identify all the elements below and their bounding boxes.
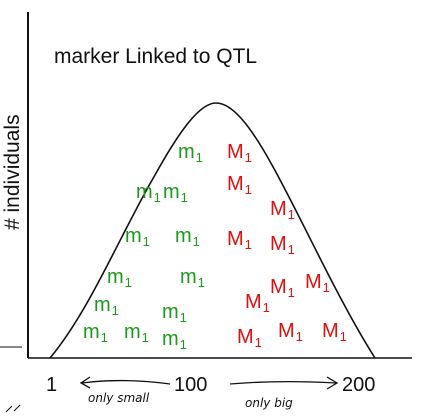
small-allele-subscript: 1 (143, 234, 150, 249)
big-allele-label: M1 (227, 141, 252, 165)
small-allele-base: m (180, 266, 197, 288)
big-allele-base: M (270, 276, 287, 298)
big-allele-subscript: 1 (288, 242, 295, 257)
small-allele-label: m1 (136, 181, 161, 205)
big-allele-subscript: 1 (288, 207, 295, 222)
distribution-curve (49, 102, 376, 359)
x-tick-200: 200 (342, 374, 375, 396)
small-allele-label: m1 (180, 266, 205, 290)
small-allele-subscript: 1 (180, 337, 187, 352)
small-allele-subscript: 1 (180, 310, 187, 325)
big-allele-label: M1 (227, 173, 252, 197)
small-allele-subscript: 1 (101, 330, 108, 345)
small-allele-subscript: 1 (142, 330, 149, 345)
big-allele-subscript: 1 (296, 329, 303, 344)
small-allele-base: m (94, 294, 111, 316)
small-allele-label: m1 (163, 181, 188, 205)
small-allele-subscript: 1 (112, 303, 119, 318)
small-allele-base: m (162, 301, 179, 323)
big-allele-label: M1 (322, 320, 347, 344)
big-allele-label: M1 (278, 320, 303, 344)
big-allele-label: M1 (227, 228, 252, 252)
small-allele-label: m1 (107, 266, 132, 290)
annotation-only-big: only big (245, 396, 293, 410)
right-arrow (229, 376, 339, 390)
small-allele-base: m (125, 225, 142, 247)
big-allele-label: M1 (237, 326, 262, 350)
big-allele-subscript: 1 (255, 335, 262, 350)
small-allele-subscript: 1 (181, 190, 188, 205)
big-allele-base: M (227, 141, 244, 163)
small-allele-base: m (107, 266, 124, 288)
big-allele-subscript: 1 (245, 237, 252, 252)
big-allele-base: M (227, 173, 244, 195)
big-allele-subscript: 1 (323, 280, 330, 295)
big-allele-base: M (270, 198, 287, 220)
small-allele-label: m1 (178, 141, 203, 165)
big-allele-base: M (270, 233, 287, 255)
big-allele-label: M1 (245, 291, 270, 315)
big-allele-base: M (227, 228, 244, 250)
small-allele-subscript: 1 (198, 275, 205, 290)
big-allele-label: M1 (305, 271, 330, 295)
small-allele-label: m1 (83, 321, 108, 345)
small-allele-base: m (175, 225, 192, 247)
big-allele-subscript: 1 (263, 300, 270, 315)
diagram-title: marker Linked to QTL (54, 45, 257, 68)
annotation-only-small: only small (88, 391, 150, 405)
small-allele-subscript: 1 (193, 234, 200, 249)
big-allele-base: M (245, 291, 262, 313)
big-allele-label: M1 (270, 276, 295, 300)
small-allele-label: m1 (175, 225, 200, 249)
y-axis-label: # individuals (1, 114, 24, 230)
big-allele-base: M (237, 326, 254, 348)
small-allele-base: m (136, 181, 153, 203)
small-allele-base: m (124, 321, 141, 343)
small-allele-base: m (163, 181, 180, 203)
small-allele-base: m (83, 321, 100, 343)
big-allele-base: M (278, 320, 295, 342)
small-allele-base: m (162, 328, 179, 350)
small-allele-label: m1 (162, 301, 187, 325)
big-allele-base: M (305, 271, 322, 293)
small-allele-label: m1 (94, 294, 119, 318)
x-tick-1: 1 (46, 374, 57, 396)
small-allele-base: m (178, 141, 195, 163)
big-allele-label: M1 (270, 198, 295, 222)
small-allele-label: m1 (162, 328, 187, 352)
small-allele-subscript: 1 (125, 275, 132, 290)
small-allele-subscript: 1 (196, 150, 203, 165)
stray-mark (5, 404, 21, 413)
big-allele-subscript: 1 (245, 150, 252, 165)
big-allele-subscript: 1 (245, 182, 252, 197)
left-arrow (79, 376, 171, 389)
small-allele-label: m1 (125, 225, 150, 249)
big-allele-subscript: 1 (288, 285, 295, 300)
big-allele-base: M (322, 320, 339, 342)
big-allele-subscript: 1 (340, 329, 347, 344)
small-allele-label: m1 (124, 321, 149, 345)
big-allele-label: M1 (270, 233, 295, 257)
x-tick-100: 100 (174, 374, 207, 396)
small-allele-subscript: 1 (154, 190, 161, 205)
